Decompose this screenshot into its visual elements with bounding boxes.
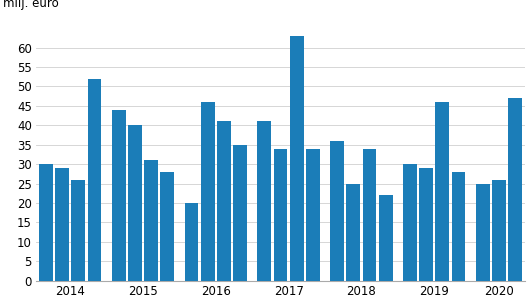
Bar: [435, 102, 449, 281]
Bar: [362, 149, 376, 281]
Bar: [452, 172, 466, 281]
Bar: [419, 168, 433, 281]
Bar: [112, 110, 125, 281]
Bar: [201, 102, 215, 281]
Bar: [55, 168, 69, 281]
Bar: [273, 149, 287, 281]
Bar: [346, 184, 360, 281]
Bar: [379, 195, 393, 281]
Bar: [258, 121, 271, 281]
Bar: [508, 98, 522, 281]
Bar: [217, 121, 231, 281]
Bar: [476, 184, 490, 281]
Bar: [87, 79, 101, 281]
Bar: [306, 149, 320, 281]
Bar: [492, 180, 506, 281]
Bar: [290, 36, 304, 281]
Bar: [403, 164, 417, 281]
Bar: [233, 145, 247, 281]
Bar: [128, 125, 142, 281]
Bar: [39, 164, 53, 281]
Bar: [185, 203, 198, 281]
Bar: [71, 180, 85, 281]
Y-axis label: milj. euro: milj. euro: [3, 0, 59, 10]
Bar: [160, 172, 174, 281]
Bar: [144, 160, 158, 281]
Bar: [330, 141, 344, 281]
